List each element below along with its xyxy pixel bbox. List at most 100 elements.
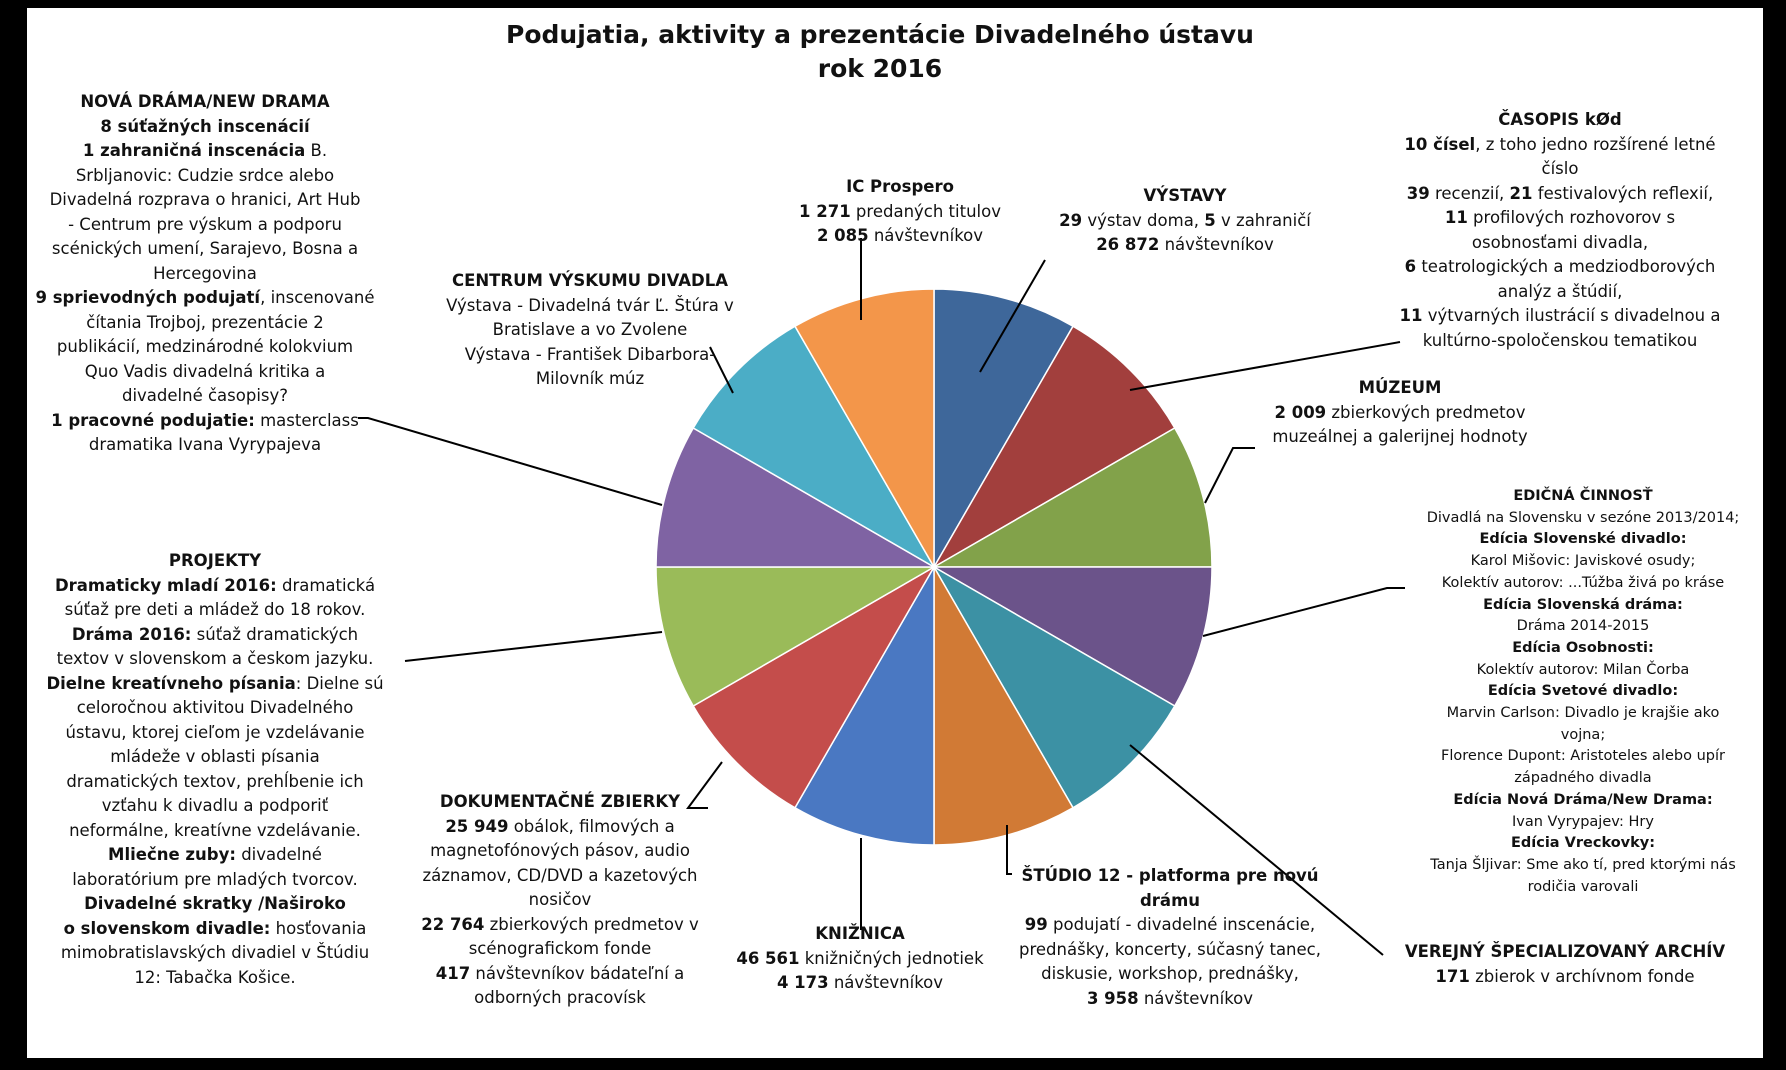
- label-text: podujatí - divadelné inscenácie,: [1047, 915, 1316, 934]
- leader-line-10: [358, 417, 663, 506]
- label-line: mimobratislavských divadiel v Štúdiu: [25, 941, 405, 966]
- label-bold-text: o slovenskom divadle:: [63, 918, 271, 938]
- label-text: B.: [305, 141, 328, 160]
- label-line: vzťahu k divadlu a podporiť: [25, 794, 405, 819]
- label-line: vojna;: [1408, 725, 1758, 747]
- label-line: Hercegovina: [25, 262, 385, 287]
- label-line: MÚZEUM: [1240, 376, 1560, 401]
- pie-slice-8: [692, 564, 937, 809]
- label-text: celoročnou aktivitou Divadelného: [76, 698, 354, 717]
- label-line: VÝSTAVY: [1040, 184, 1330, 209]
- label-text: Milovník múz: [535, 369, 645, 388]
- label-line: Dramaticky mladí 2016: dramatická: [25, 574, 405, 599]
- label-line: 2 009 zbierkových predmetov: [1240, 401, 1560, 426]
- label-line: Edícia Vreckovky:: [1408, 833, 1758, 855]
- leader-lines: [358, 238, 1405, 956]
- label-text: výtvarných ilustrácií s divadelnou a: [1422, 306, 1721, 325]
- label-line: Tanja Šljivar: Sme ako tí, pred ktorými …: [1408, 855, 1758, 877]
- label-text: západného divadla: [1514, 770, 1652, 787]
- label-line: celoročnou aktivitou Divadelného: [25, 696, 405, 721]
- label-text: výstav doma,: [1082, 210, 1205, 230]
- label-line: publikácií, medzinárodné kolokvium: [25, 335, 385, 360]
- label-text: čítania Trojboj, prezentácie 2: [86, 312, 324, 332]
- label-vystavy: VÝSTAVY 29 výstav doma, 5 v zahraničí 26 8…: [1040, 184, 1330, 258]
- label-line: 26 872 návštevníkov: [1040, 233, 1330, 258]
- pie-slice-1: [933, 288, 1075, 570]
- label-line: rodičia varovali: [1408, 877, 1758, 899]
- label-text: neformálne, kreatívne vzdelávanie.: [69, 820, 361, 840]
- label-centrum: CENTRUM VÝSKUMU DIVADLA Výstava - Divadel…: [420, 269, 760, 392]
- label-bold-text: Dráma 2016:: [71, 624, 192, 644]
- pie-slice-7: [793, 564, 935, 846]
- label-text: predaných titulov: [850, 201, 1001, 221]
- label-text: rodičia varovali: [1527, 878, 1639, 895]
- label-line: 25 949 obálok, filmových a: [400, 815, 720, 840]
- label-bold-text: 4 173: [776, 973, 829, 992]
- label-line: osobnosťami divadla,: [1380, 231, 1740, 256]
- label-line: Quo Vadis divadelná kritika a: [25, 360, 385, 385]
- label-line: CENTRUM VÝSKUMU DIVADLA: [420, 269, 760, 294]
- label-text: Divadlá na Slovensku v sezóne 2013/2014;: [1426, 509, 1740, 526]
- chart-title-line: Podujatia, aktivity a prezentácie Divade…: [506, 20, 1254, 49]
- leader-line-3: [1204, 447, 1255, 504]
- label-bold-text: Dramaticky mladí 2016:: [54, 575, 277, 595]
- label-line: VEREJNÝ ŠPECIALIZOVANÝ ARCHÍV: [1390, 940, 1740, 965]
- label-line: Edícia Osobnosti:: [1408, 638, 1758, 660]
- label-line: Mliečne zuby: divadelné: [25, 843, 405, 868]
- label-line: Bratislave a vo Zvolene: [420, 318, 760, 343]
- label-line: Dielne kreatívneho písania: Dielne sú: [25, 672, 405, 697]
- label-line: scénických umení, Sarajevo, Bosna a: [25, 237, 385, 262]
- label-bold-text: ČASOPIS kØd: [1498, 110, 1622, 129]
- label-line: 171 zbierok v archívnom fonde: [1390, 965, 1740, 990]
- label-line: PROJEKTY: [25, 549, 405, 574]
- label-text: teatrologických a medziodborových: [1416, 257, 1716, 276]
- label-line: DOKUMENTAČNÉ ZBIERKY: [400, 790, 720, 815]
- label-text: vojna;: [1560, 726, 1606, 743]
- label-bold-text: 2 009: [1274, 402, 1327, 422]
- label-line: 22 764 zbierkových predmetov v: [400, 913, 720, 938]
- label-line: Edícia Slovenské divadlo:: [1408, 529, 1758, 551]
- label-bold-text: EDIČNÁ ČINNOSŤ: [1513, 488, 1653, 504]
- label-text: mládeže v oblasti písania: [110, 747, 320, 766]
- label-kniznica: KNIŽNICA 46 561 knižničných jednotiek 4 17…: [710, 922, 1010, 996]
- label-line: Srbljanovic: Cudzie srdce alebo: [25, 164, 385, 189]
- label-text: obálok, filmových a: [508, 816, 675, 836]
- pie-slice-12: [793, 288, 935, 570]
- label-bold-text: 2 085: [816, 226, 869, 245]
- leader-line-8: [686, 761, 723, 809]
- label-text: analýz a štúdií,: [1497, 281, 1623, 301]
- label-bold-text: MÚZEUM: [1358, 378, 1442, 397]
- label-text: divadelné: [235, 845, 322, 864]
- label-bold-text: 22 764: [421, 914, 485, 934]
- label-bold-text: ŠTÚDIO 12 - platforma pre novú: [1021, 866, 1319, 885]
- label-text: mimobratislavských divadiel v Štúdiu: [60, 943, 370, 962]
- label-bold-text: 25 949: [445, 816, 509, 836]
- leader-line-6: [1006, 825, 1012, 875]
- label-line: magnetofónových pásov, audio: [400, 839, 720, 864]
- label-line: Kolektív autorov: ...Túžba živá po kráse: [1408, 573, 1758, 595]
- label-text: ústavu, ktorej cieľom je vzdelávanie: [65, 722, 365, 742]
- label-line: neformálne, kreatívne vzdelávanie.: [25, 819, 405, 844]
- label-line: Dráma 2016: súťaž dramatických: [25, 623, 405, 648]
- label-line: 99 podujatí - divadelné inscenácie,: [990, 913, 1350, 938]
- leader-line-4: [1202, 587, 1405, 637]
- label-text: textov v slovenskom a českom jazyku.: [56, 649, 374, 668]
- label-line: scénografickom fonde: [400, 937, 720, 962]
- label-line: 2 085 návštevníkov: [770, 224, 1030, 249]
- label-line: EDIČNÁ ČINNOSŤ: [1408, 486, 1758, 508]
- label-text: návštevníkov: [828, 973, 944, 992]
- label-line: 8 súťažných inscenácií: [25, 115, 385, 140]
- label-text: scénických umení, Sarajevo, Bosna a: [51, 239, 359, 258]
- pie-slice-9: [655, 566, 937, 708]
- label-line: kultúrno-spoločenskou tematikou: [1380, 329, 1740, 354]
- label-line: drámu: [990, 889, 1350, 914]
- label-text: v zahraničí: [1215, 210, 1311, 230]
- label-text: - Centrum pre výskum a podporu: [68, 214, 342, 234]
- pie-slice-3: [931, 426, 1213, 568]
- label-bold-text: 1 pracovné podujatie:: [51, 410, 255, 430]
- label-bold-text: 1 271: [799, 201, 851, 221]
- label-text: Bratislave a vo Zvolene: [492, 320, 688, 339]
- label-line: Divadelné skratky /Naširoko: [25, 892, 405, 917]
- label-text: návštevníkov: [1159, 235, 1274, 254]
